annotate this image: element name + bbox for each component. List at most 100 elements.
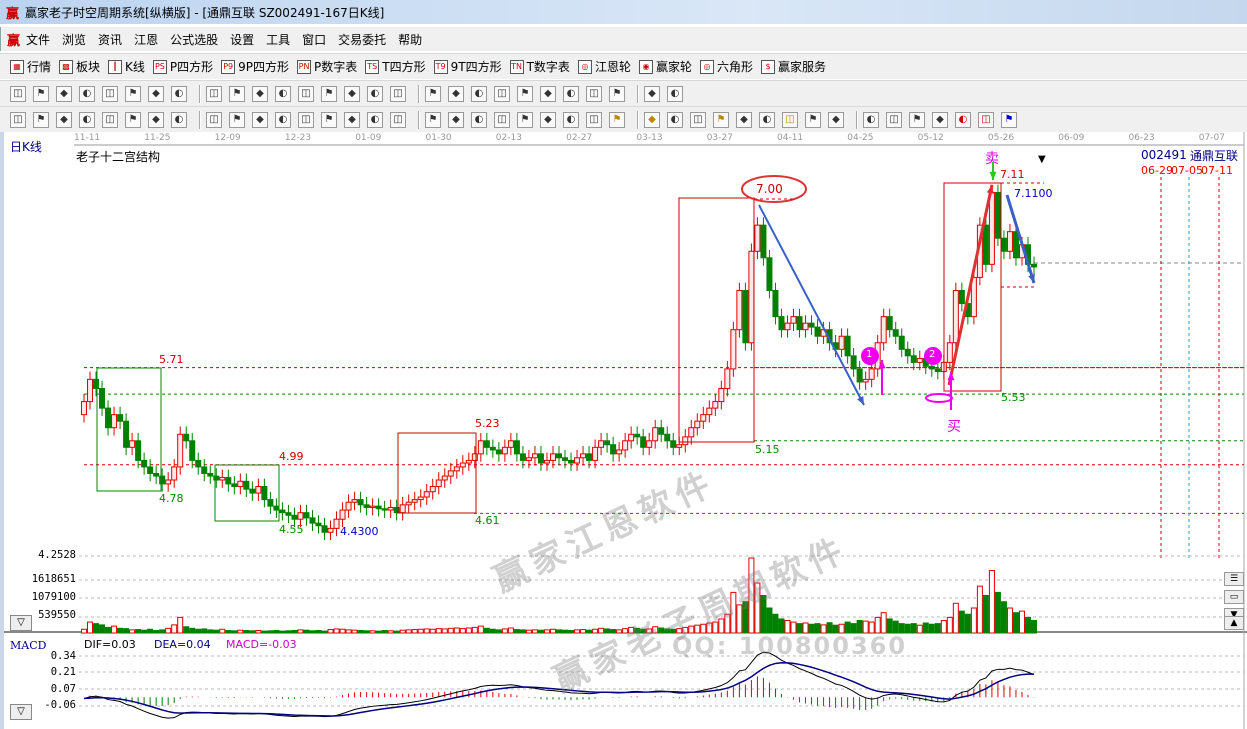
fan-icon[interactable]: ◆ — [148, 111, 164, 128]
menu-item-6[interactable]: 工具 — [266, 32, 291, 47]
grid4-icon[interactable]: ◐ — [471, 111, 487, 128]
menu-item-3[interactable]: 江恩 — [134, 32, 159, 47]
square-icon[interactable]: ⚑ — [321, 111, 337, 128]
flag-icon[interactable]: ◐ — [171, 85, 187, 102]
menu-logo[interactable]: 赢 — [7, 33, 21, 49]
toolbar-button-3[interactable]: PS P四方形 — [152, 58, 213, 75]
toolbar-button-2[interactable]: ┃ K线 — [108, 58, 145, 75]
print-icon[interactable]: ◐ — [667, 85, 683, 102]
scale-up-button[interactable]: ▲ — [1224, 616, 1244, 630]
angle4-icon[interactable]: ◐ — [863, 111, 879, 128]
next-icon[interactable]: ◐ — [275, 85, 291, 102]
toolbar-button-0[interactable]: ▦ 行情 — [10, 58, 51, 75]
comb3-icon[interactable]: ⚑ — [125, 111, 141, 128]
wave-icon[interactable]: ◐ — [471, 85, 487, 102]
toolbar-button-9[interactable]: ◎ 江恩轮 — [577, 58, 631, 75]
calculator-icon[interactable]: ◐ — [563, 85, 579, 102]
percent-fib-icon[interactable]: ◆ — [540, 111, 556, 128]
diag-icon[interactable]: ◫ — [494, 111, 510, 128]
zoom-icon[interactable]: ⚑ — [33, 85, 49, 102]
percent-lines-icon[interactable]: ◫ — [586, 111, 602, 128]
angle-icon[interactable]: ◆ — [252, 111, 268, 128]
hand-icon[interactable]: ⚑ — [425, 85, 441, 102]
toolbar-button-7[interactable]: T9 9T四方形 — [433, 58, 502, 75]
j-angle-icon[interactable]: ◆ — [736, 111, 752, 128]
updown-icon[interactable]: ◫ — [978, 111, 994, 128]
table-icon[interactable]: ◫ — [886, 111, 902, 128]
menu-item-5[interactable]: 设置 — [230, 32, 255, 47]
toolbar-button-10[interactable]: ◉ 赢家轮 — [638, 58, 692, 75]
arrow-fan-icon[interactable]: ◐ — [667, 111, 683, 128]
vline-icon[interactable]: ◆ — [56, 111, 72, 128]
bars2-icon[interactable]: ◐ — [367, 111, 383, 128]
list-icon[interactable]: ◫ — [586, 85, 602, 102]
menu-item-4[interactable]: 公式选股 — [170, 32, 219, 47]
bars4-icon[interactable]: ⚑ — [425, 111, 441, 128]
axes-icon[interactable]: ⚑ — [909, 111, 925, 128]
macd-collapse-button[interactable]: ▽ — [10, 704, 32, 720]
cross-icon[interactable]: ⚑ — [229, 111, 245, 128]
toolbar-button-8[interactable]: TN T数字表 — [509, 58, 570, 75]
note-icon[interactable]: ◆ — [56, 85, 72, 102]
circle-icon[interactable]: ◐ — [171, 111, 187, 128]
toolbar-button-1[interactable]: ▩ 板块 — [59, 58, 100, 75]
toolbar-button-6[interactable]: TS T四方形 — [365, 58, 426, 75]
menu-item-9[interactable]: 帮助 — [398, 32, 423, 47]
gold2-icon[interactable]: ⚑ — [713, 111, 729, 128]
grid3-icon[interactable]: ◆ — [448, 111, 464, 128]
toolbar-button-11[interactable]: ◎ 六角形 — [699, 58, 753, 75]
draw-icon[interactable]: ◆ — [148, 85, 164, 102]
menu-item-7[interactable]: 窗口 — [302, 32, 327, 47]
toolbar-button-4[interactable]: P9 9P四方形 — [221, 58, 289, 75]
prev-icon[interactable]: ◆ — [252, 85, 268, 102]
percent-icon[interactable]: ◐ — [563, 111, 579, 128]
scale-button-2[interactable]: ▭ — [1224, 590, 1244, 604]
menu-item-8[interactable]: 交易委托 — [338, 32, 387, 47]
volume-collapse-button[interactable]: ▽ — [10, 615, 32, 631]
period-icon[interactable]: ◫ — [10, 85, 26, 102]
chart-area[interactable]: 日K线 老子十二宫结构 11-11 11-25 12-09 12-23 01-09 01-… — [0, 132, 1247, 729]
kline-chart-svg[interactable] — [4, 132, 1247, 729]
gold-lines-icon[interactable]: ◆ — [644, 111, 660, 128]
angle2-icon[interactable]: ⚑ — [805, 111, 821, 128]
menu-item-1[interactable]: 浏览 — [62, 32, 87, 47]
toolbar-button-12[interactable]: $ 赢家服务 — [760, 58, 826, 75]
gold-angle-icon[interactable]: ◫ — [782, 111, 798, 128]
levels-icon[interactable]: ⚑ — [517, 111, 533, 128]
gold-icon[interactable]: ⚑ — [609, 111, 625, 128]
chart2-icon[interactable]: ◫ — [102, 85, 118, 102]
infinity-icon[interactable]: ⚑ — [1001, 111, 1017, 128]
menu-item-2[interactable]: 资讯 — [98, 32, 123, 47]
diamond5-icon[interactable]: ◫ — [390, 85, 406, 102]
grid2-icon[interactable]: ◫ — [206, 111, 222, 128]
crosshair-icon[interactable]: ◆ — [448, 85, 464, 102]
bars-icon[interactable]: ◆ — [344, 111, 360, 128]
calendar-icon[interactable]: ◆ — [540, 85, 556, 102]
spiral-icon[interactable]: ◐ — [275, 111, 291, 128]
bars3-icon[interactable]: ◫ — [390, 111, 406, 128]
f-angle-icon[interactable]: ◐ — [759, 111, 775, 128]
scale-button-1[interactable]: ☰ — [1224, 572, 1244, 586]
cursor-icon[interactable]: ⚑ — [125, 85, 141, 102]
comb-icon[interactable]: ◐ — [79, 111, 95, 128]
hlines-icon[interactable]: ⚑ — [33, 111, 49, 128]
diamond4-icon[interactable]: ◐ — [367, 85, 383, 102]
diamond3-icon[interactable]: ◆ — [344, 85, 360, 102]
taiji-icon[interactable]: ◆ — [932, 111, 948, 128]
pattern-icon[interactable]: ◫ — [494, 85, 510, 102]
cycle-icon[interactable]: ⚑ — [517, 85, 533, 102]
toolbar-button-5[interactable]: PN P数字表 — [297, 58, 357, 75]
angle3-icon[interactable]: ◆ — [828, 111, 844, 128]
last-icon[interactable]: ⚑ — [229, 85, 245, 102]
save-icon[interactable]: ⚑ — [609, 85, 625, 102]
export-icon[interactable]: ◆ — [644, 85, 660, 102]
yinyang-icon[interactable]: ◐ — [955, 111, 971, 128]
chart-icon[interactable]: ◐ — [79, 85, 95, 102]
pencil-icon[interactable]: ◫ — [10, 111, 26, 128]
wave2-icon[interactable]: ◫ — [690, 111, 706, 128]
diamond2-icon[interactable]: ⚑ — [321, 85, 337, 102]
first-icon[interactable]: ◫ — [206, 85, 222, 102]
comb2-icon[interactable]: ◫ — [102, 111, 118, 128]
menu-item-0[interactable]: 文件 — [26, 32, 51, 47]
star-icon[interactable]: ◫ — [298, 111, 314, 128]
